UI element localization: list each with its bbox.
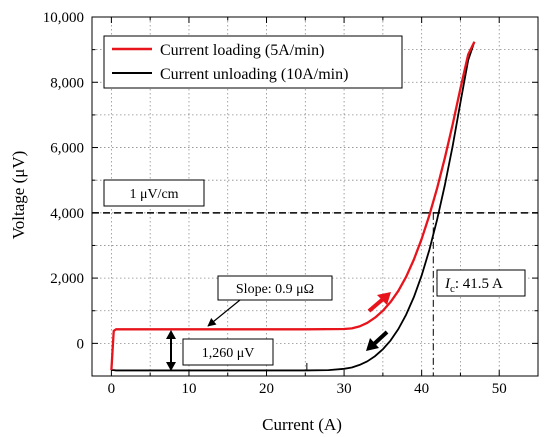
y-axis-title: Voltage (μV): [9, 151, 28, 240]
offset-label: 1,260 μV: [202, 346, 255, 361]
plot-frame: [91, 16, 539, 377]
x-tick-label: 50: [492, 381, 507, 397]
offset-double-arrow: [166, 330, 176, 371]
x-tick-label: 30: [337, 381, 352, 397]
series-line-loading: [110, 41, 476, 371]
offset-label-box: 1,260 μV: [182, 338, 274, 366]
legend-label-loading: Current loading (5A/min): [160, 42, 324, 59]
x-tick-label: 0: [108, 381, 116, 397]
series-line-unloading: [111, 41, 476, 372]
y-tick-label: 8,000: [50, 75, 84, 91]
ticks: [92, 16, 539, 377]
series: [110, 41, 476, 372]
y-tick-label: 2,000: [50, 271, 84, 287]
legend: Current loading (5A/min) Current unloadi…: [103, 35, 403, 89]
loading-direction-arrow: [367, 292, 391, 313]
x-tick-label: 10: [181, 381, 196, 397]
y-tick-label: 4,000: [50, 206, 84, 222]
slope-arrow: [207, 299, 241, 327]
x-axis-title: Current (A): [262, 415, 342, 434]
criterion-label: 1 μV/cm: [129, 187, 178, 202]
y-tick-label: 6,000: [50, 141, 84, 157]
slope-label-box: Slope: 0.9 μΩ: [207, 275, 333, 327]
unloading-direction-arrow: [366, 330, 389, 351]
legend-label-unloading: Current unloading (10A/min): [160, 66, 348, 83]
legend-box: [103, 35, 403, 89]
x-tick-labels: 0 10 20 30 40 50: [108, 381, 507, 397]
y-tick-label: 0: [77, 336, 85, 352]
ic-label: Ic: 41.5 A: [444, 276, 503, 295]
x-tick-label: 20: [259, 381, 274, 397]
y-tick-labels: 0 2,000 4,000 6,000 8,000 10,000: [43, 10, 84, 352]
criterion-label-box: 1 μV/cm: [103, 179, 205, 207]
reference-lines: [92, 212, 538, 376]
slope-label: Slope: 0.9 μΩ: [236, 282, 314, 297]
ic-label-box: Ic: 41.5 A: [436, 269, 526, 297]
y-tick-label: 10,000: [43, 10, 84, 26]
x-tick-label: 40: [414, 381, 429, 397]
